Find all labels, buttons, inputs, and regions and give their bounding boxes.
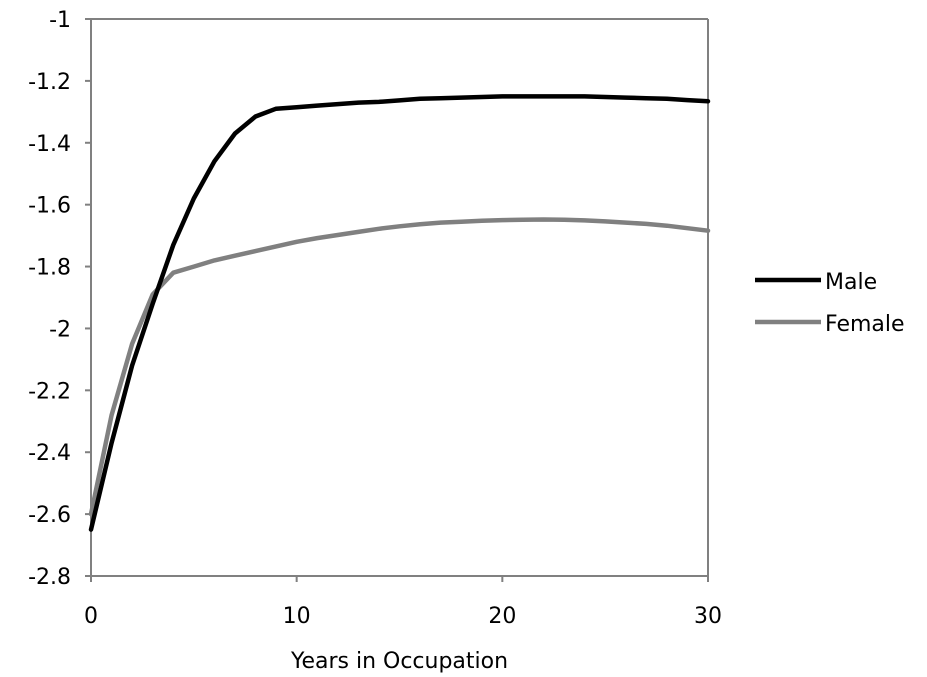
- y-tick-label: -2.6: [28, 503, 71, 528]
- plot-frame: [90, 18, 709, 577]
- series-line-male: [88, 94, 711, 532]
- legend-item-male: Male: [755, 270, 877, 295]
- legend-item-female: Female: [755, 312, 905, 337]
- series-layer: [88, 94, 711, 532]
- series-line-female: [88, 217, 711, 517]
- x-axis-ticks: 0 10 20 30: [84, 576, 722, 629]
- legend-label: Male: [825, 270, 877, 295]
- y-tick-label: -2.4: [28, 441, 71, 466]
- y-tick-label: -1.2: [28, 70, 71, 95]
- y-tick-label: -1.8: [28, 256, 71, 281]
- x-tick-label: 20: [488, 604, 516, 629]
- x-tick-label: 30: [694, 604, 722, 629]
- y-tick-label: -2.8: [28, 565, 71, 590]
- y-tick-label: -1.6: [28, 194, 71, 219]
- y-axis-ticks: -1 -1.2 -1.4 -1.6 -1.8 -2 -2.2 -2.4 -2.6 -2.8: [28, 8, 91, 590]
- y-tick-label: -2.2: [28, 379, 71, 404]
- y-tick-label: -1.4: [28, 132, 71, 157]
- x-tick-label: 0: [84, 604, 98, 629]
- x-axis-title: Years in Occupation: [290, 649, 508, 674]
- y-tick-label: -2: [49, 317, 71, 342]
- y-tick-label: -1: [49, 8, 71, 33]
- legend: Male Female: [755, 270, 905, 337]
- x-tick-label: 10: [283, 604, 311, 629]
- legend-label: Female: [825, 312, 905, 337]
